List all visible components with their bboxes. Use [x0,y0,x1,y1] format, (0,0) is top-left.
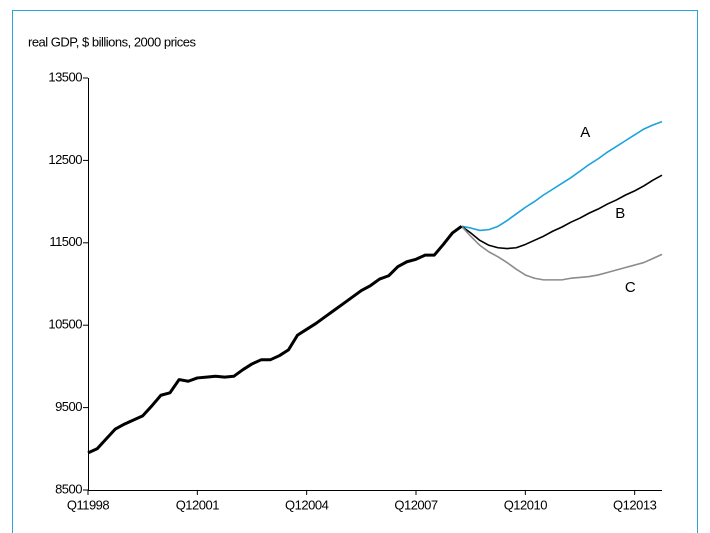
x-tick-label: Q12013 [613,497,657,512]
series-label: C [625,279,636,296]
x-tick-label: Q12001 [176,497,220,512]
series-label: A [580,124,590,141]
frame [12,10,698,533]
series-line [460,225,663,281]
series-line [461,174,663,250]
y-tick-label: 8500 [55,481,82,496]
y-tick-label: 12500 [48,152,82,167]
y-tick-label: 9500 [55,399,82,414]
x-tick-label: Q12004 [285,497,329,512]
y-tick-label: 11500 [49,234,82,249]
series-line [87,225,463,455]
x-tick-label: Q12007 [394,497,438,512]
x-tick-label: Q11998 [67,497,110,512]
y-tick-label: 10500 [48,317,82,332]
x-tick-label: Q12010 [504,497,548,512]
series-label: B [615,205,625,222]
series-line [461,120,663,232]
y-tick-label: 13500 [48,69,82,84]
y-axis-label: real GDP, $ billions, 2000 prices [28,34,197,49]
